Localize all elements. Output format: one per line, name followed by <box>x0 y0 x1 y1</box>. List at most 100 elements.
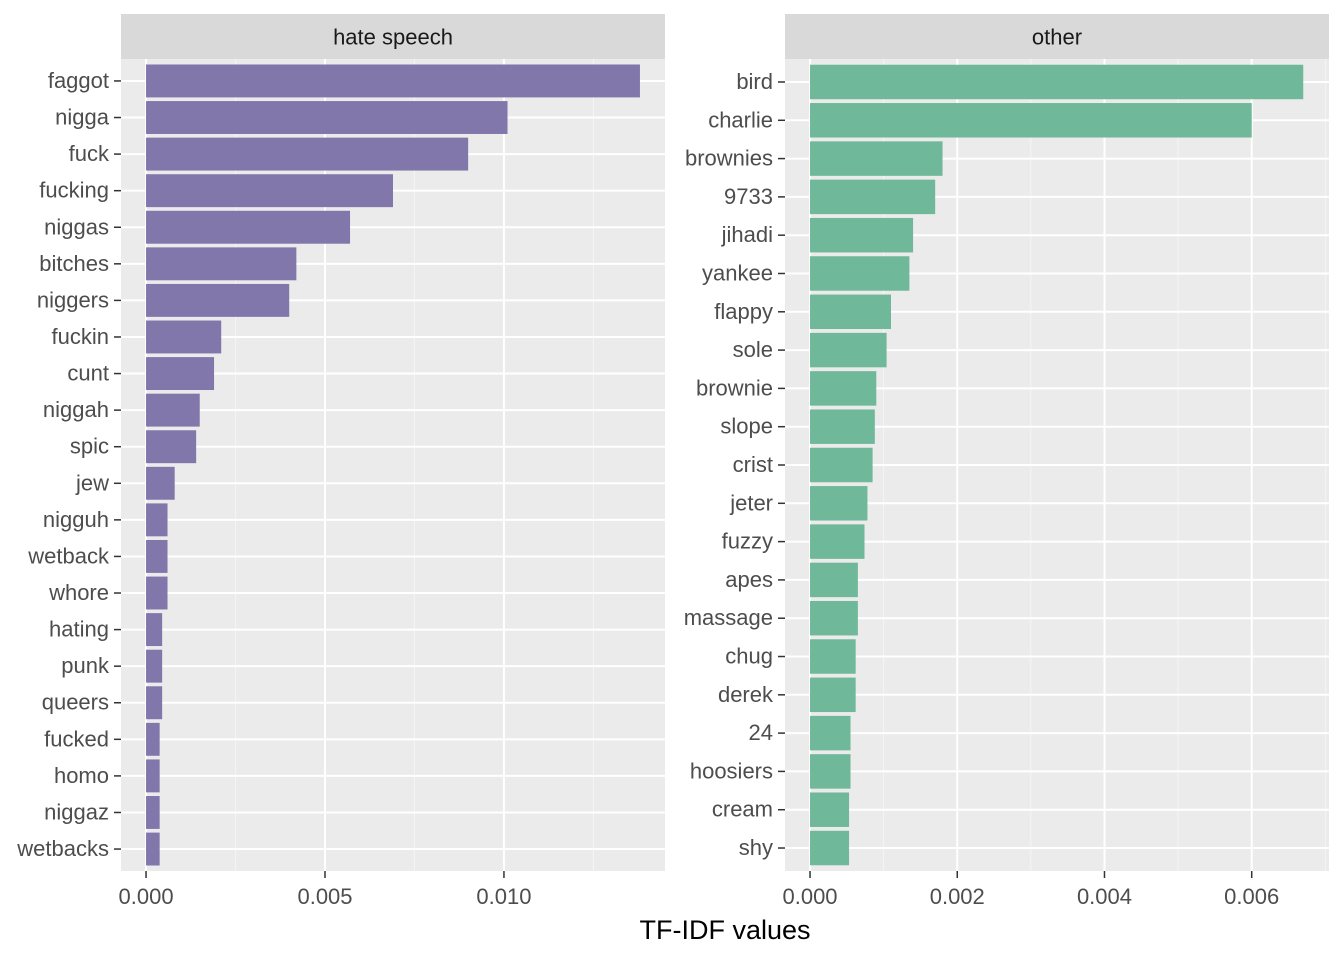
bar <box>810 639 856 674</box>
y-tick-label: 24 <box>749 720 773 745</box>
x-tick-label: 0.002 <box>930 884 985 909</box>
x-tick-label: 0.000 <box>119 884 174 909</box>
y-tick-label: jew <box>75 470 109 495</box>
bar <box>810 792 850 827</box>
bar <box>810 371 877 406</box>
y-tick-label: chug <box>725 644 773 669</box>
x-tick-label: 0.004 <box>1077 884 1132 909</box>
bar <box>146 539 168 573</box>
bar <box>810 409 875 444</box>
bar <box>810 447 873 483</box>
y-tick-label: shy <box>739 835 773 860</box>
bar <box>146 613 163 647</box>
bar <box>810 256 910 291</box>
facet-strip-label: hate speech <box>333 25 453 50</box>
y-tick-label: spic <box>70 434 109 459</box>
bar <box>146 247 297 281</box>
bar <box>810 103 1252 138</box>
x-tick-label: 0.006 <box>1224 884 1279 909</box>
panel-other: other bird charlie brownies 9733 jihadi yankee… <box>684 14 1329 909</box>
y-tick-label: crist <box>733 452 773 477</box>
y-tick-label: slope <box>720 414 773 439</box>
y-tick-label: niggaz <box>44 799 109 824</box>
y-tick-label: brownies <box>685 146 773 171</box>
bar <box>146 283 290 317</box>
bar <box>146 832 160 866</box>
x-tick-label: 0.000 <box>782 884 837 909</box>
y-tick-label: niggah <box>43 397 109 422</box>
y-tick-label: queers <box>42 690 109 715</box>
y-tick-label: wetback <box>27 543 110 568</box>
y-tick-label: fuckin <box>52 324 109 349</box>
y-tick-label: sole <box>733 337 773 362</box>
bar <box>146 759 160 793</box>
y-tick-label: cream <box>712 797 773 822</box>
y-tick-label: cunt <box>67 361 109 386</box>
x-axis-title: TF-IDF values <box>639 915 810 945</box>
bar <box>146 686 163 720</box>
panel-hate-speech: hate speech faggot nigga fuck fucking niggas b… <box>16 14 665 909</box>
bar <box>810 141 943 176</box>
bar <box>810 486 868 521</box>
y-tick-label: derek <box>718 682 774 707</box>
y-tick-label: 9733 <box>724 184 773 209</box>
bar <box>146 649 163 683</box>
y-tick-label: bitches <box>39 251 109 276</box>
facet-strip <box>121 14 665 59</box>
y-tick-label: fuck <box>69 141 110 166</box>
y-tick-label: punk <box>61 653 110 678</box>
bar <box>146 466 175 500</box>
y-tick-label: massage <box>684 605 773 630</box>
bar <box>810 332 887 368</box>
bar <box>146 320 222 354</box>
bar <box>146 101 508 134</box>
x-tick-label: 0.010 <box>476 884 531 909</box>
bar <box>146 174 393 208</box>
y-tick-label: yankee <box>702 260 773 285</box>
bar <box>146 137 469 171</box>
bar <box>146 393 200 427</box>
bar <box>146 357 215 391</box>
y-tick-label: nigguh <box>43 507 109 532</box>
bar <box>146 722 160 756</box>
bar <box>146 64 640 98</box>
y-tick-label: fucking <box>39 178 109 203</box>
y-tick-label: bird <box>736 69 773 94</box>
y-tick-label: faggot <box>48 68 109 93</box>
bar <box>146 210 351 244</box>
bar <box>810 64 1304 100</box>
bar <box>810 715 851 751</box>
bar <box>810 600 858 636</box>
y-tick-label: niggers <box>37 287 109 312</box>
bar <box>810 754 851 789</box>
y-tick-label: wetbacks <box>16 836 109 861</box>
facet-strip-label: other <box>1032 25 1082 50</box>
bar <box>146 430 197 464</box>
y-tick-label: apes <box>725 567 773 592</box>
y-tick-label: whore <box>48 580 109 605</box>
y-tick-label: nigga <box>55 105 110 130</box>
bar <box>146 503 168 537</box>
x-tick-label: 0.005 <box>297 884 352 909</box>
bar <box>810 217 914 253</box>
y-tick-label: charlie <box>708 107 773 132</box>
y-tick-label: hoosiers <box>690 758 773 783</box>
y-tick-label: fucked <box>44 726 109 751</box>
bar <box>146 796 160 829</box>
bar <box>810 294 892 330</box>
y-tick-label: fuzzy <box>722 529 773 554</box>
bar <box>146 576 168 610</box>
y-tick-label: hating <box>49 617 109 642</box>
y-tick-label: jeter <box>729 490 773 515</box>
facet-strip <box>785 14 1329 59</box>
bar <box>810 830 850 866</box>
bar <box>810 524 865 559</box>
y-tick-label: jihadi <box>721 222 773 247</box>
y-tick-label: homo <box>54 763 109 788</box>
y-tick-label: flappy <box>714 299 773 324</box>
bar <box>810 562 858 598</box>
y-tick-label: niggas <box>44 214 109 239</box>
bar <box>810 179 936 215</box>
y-tick-label: brownie <box>696 375 773 400</box>
